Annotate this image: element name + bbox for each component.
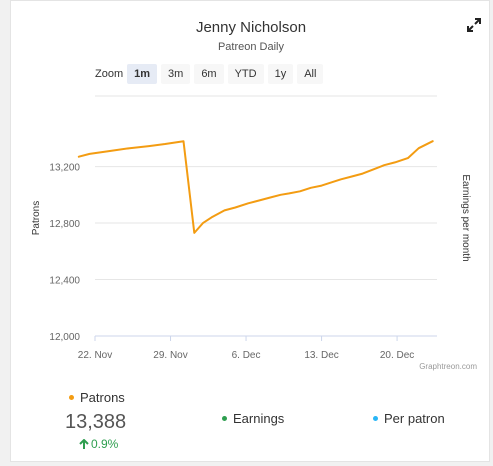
- zoom-all-button[interactable]: All: [297, 64, 324, 84]
- patrons-change: 0.9%: [79, 437, 118, 451]
- arrow-up-icon: [79, 438, 89, 449]
- y-tick-label: 13,200: [49, 163, 80, 174]
- legend-per-patron[interactable]: Per patron: [373, 411, 445, 426]
- earnings-legend-dot: [222, 416, 227, 421]
- patrons-line-chart: 12,000 12,400 12,800 13,200 22. Nov 29. Nov 6.…: [31, 95, 477, 371]
- zoom-ytd-button[interactable]: YTD: [227, 64, 264, 84]
- chart-card: Jenny Nicholson Patreon Daily Zoom 1m 3m…: [10, 0, 490, 462]
- x-tick-label: 20. Dec: [380, 350, 414, 361]
- x-tick-label: 13. Dec: [304, 350, 338, 361]
- zoom-6m-button[interactable]: 6m: [194, 64, 224, 84]
- y-axis-title: Patrons: [31, 201, 42, 235]
- legend-earnings[interactable]: Earnings: [222, 411, 284, 426]
- series-line-patrons: [77, 140, 434, 234]
- y-tick-label: 12,800: [49, 219, 80, 230]
- zoom-3m-button[interactable]: 3m: [161, 64, 191, 84]
- x-tick-label: 22. Nov: [78, 350, 112, 361]
- legend-earnings-label: Earnings: [233, 411, 285, 426]
- x-tick-label: 6. Dec: [232, 350, 261, 361]
- expand-icon[interactable]: [466, 17, 482, 33]
- patrons-change-value: 0.9%: [91, 437, 119, 451]
- per-patron-legend-dot: [373, 416, 378, 421]
- patrons-count: 13,388: [65, 411, 127, 433]
- zoom-1m-button[interactable]: 1m: [127, 64, 158, 84]
- zoom-label: Zoom: [95, 68, 124, 80]
- y2-axis-title: Earnings per month: [460, 174, 471, 261]
- chart-title: Jenny Nicholson: [195, 19, 307, 36]
- x-tick-label: 29. Nov: [153, 350, 187, 361]
- y-tick-label: 12,000: [49, 332, 80, 343]
- legend-patrons-label: Patrons: [80, 390, 125, 405]
- chart-subtitle: Patreon Daily: [217, 41, 285, 53]
- zoom-1y-button[interactable]: 1y: [267, 64, 294, 84]
- patrons-legend-dot: [69, 395, 74, 400]
- chart-credit: Graphtreon.com: [419, 362, 477, 371]
- legend-patrons[interactable]: Patrons: [69, 390, 125, 405]
- y-tick-label: 12,400: [49, 276, 80, 287]
- zoom-bar: Zoom 1m 3m 6m YTD 1y All: [95, 63, 327, 85]
- legend-per-patron-label: Per patron: [384, 411, 445, 426]
